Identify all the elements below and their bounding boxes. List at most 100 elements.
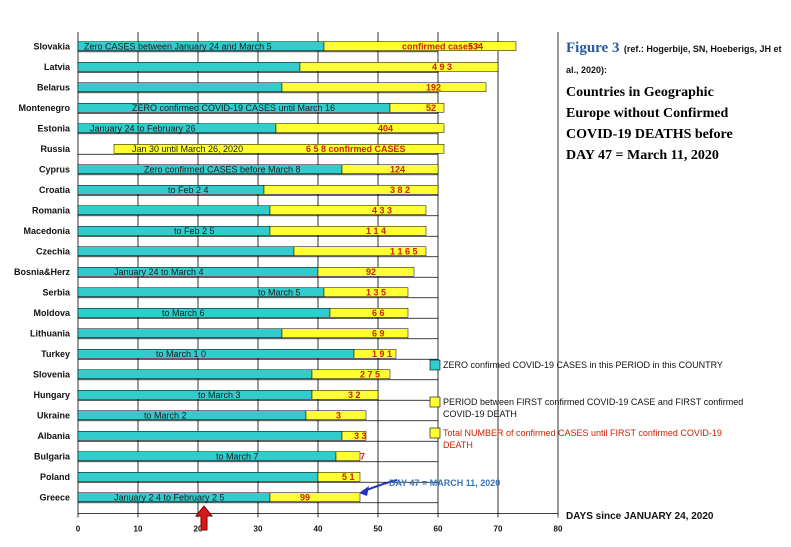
bar-period-22 — [269, 492, 361, 502]
annotation-7: January 24 to March 4 — [114, 267, 204, 277]
x-tick-label-30: 30 — [254, 525, 263, 534]
bar-period-5 — [113, 144, 445, 154]
category-label-3: Montenegro — [19, 103, 71, 113]
reference-line-day47: DAY 47 = MARCH 11, 2020 — [359, 478, 500, 496]
bar-period-8 — [269, 205, 427, 215]
bars — [77, 41, 517, 502]
bar-zero-15 — [77, 349, 355, 359]
category-label-12: Serbia — [42, 287, 71, 297]
category-label-10: Czechia — [36, 246, 71, 256]
bar-period-13 — [329, 308, 409, 318]
x-tick-label-40: 40 — [314, 525, 323, 534]
category-label-7: Croatia — [39, 185, 71, 195]
bar-zero-8 — [77, 205, 271, 215]
category-label-0: Slovakia — [33, 41, 71, 51]
figure-title-line-1: Countries in Geographic — [566, 85, 714, 100]
bar-labels: confirmed cases =534 4 9 3 192 52 404 6 5 8 c… — [84, 41, 483, 502]
category-label-22: Greece — [39, 492, 70, 502]
legend-swatch-period — [429, 396, 441, 408]
bar-period-4 — [275, 123, 445, 133]
cases-label-12: 92 — [366, 267, 376, 277]
annotation-9: to March 6 — [162, 308, 205, 318]
category-label-19: Albania — [37, 431, 71, 441]
x-tick-label-50: 50 — [374, 525, 383, 534]
reference-arrow-head — [359, 486, 369, 496]
bar-period-3 — [389, 103, 445, 113]
category-label-9: Macedonia — [23, 226, 71, 236]
x-tick-label-60: 60 — [434, 525, 443, 534]
day-marker-arrow — [194, 505, 214, 531]
bar-period-6 — [341, 164, 439, 174]
annotation-4: Zero confirmed CASES before March 8 — [144, 164, 301, 174]
cases-label-7: 124 — [390, 164, 405, 174]
category-label-17: Hungary — [33, 390, 70, 400]
cases-label-0: confirmed cases = — [402, 41, 481, 51]
bar-zero-20 — [77, 451, 337, 461]
legend-swatch-cases — [429, 427, 441, 439]
bar-zero-2 — [77, 82, 283, 92]
annotation-10: to March 1 0 — [156, 349, 206, 359]
x-tick-label-70: 70 — [494, 525, 503, 534]
annotation-13: to March 7 — [216, 451, 259, 461]
cases-label-13: 1 3 5 — [366, 287, 386, 297]
category-label-20: Bulgaria — [34, 451, 71, 461]
category-label-8: Romania — [32, 205, 71, 215]
category-label-14: Lithuania — [30, 328, 71, 338]
figure-ref-line: Figure 3 (ref.: Hogerbije, SN, Hoeberigs… — [566, 38, 786, 80]
cases-label-15: 6 9 — [372, 328, 385, 338]
annotation-14: January 2 4 to February 2 5 — [114, 492, 225, 502]
category-label-6: Cyprus — [39, 164, 70, 174]
cases-label-14: 6 6 — [372, 308, 385, 318]
legend-swatch-zero — [429, 359, 441, 371]
bar-period-21 — [317, 472, 361, 482]
annotation-5: to Feb 2 4 — [168, 185, 209, 195]
x-tick-label-10: 10 — [134, 525, 143, 534]
annotation-6: to Feb 2 5 — [174, 226, 215, 236]
bar-period-20 — [335, 451, 361, 461]
cases-label-6: 6 5 8 confirmed CASES — [306, 144, 406, 154]
x-tick-label-80: 80 — [554, 525, 563, 534]
cases-label-11: 1 1 6 5 — [390, 246, 418, 256]
figure-title-line-3: COVID-19 DEATHS before — [566, 127, 733, 142]
category-label-13: Moldova — [33, 308, 70, 318]
bar-period-12 — [323, 287, 409, 297]
legend-label-zero: ZERO confirmed COVID-19 CASES in this PE… — [443, 360, 723, 370]
x-tick-label-20: 20 — [194, 525, 203, 534]
legend-label-period: PERIOD between FIRST confirmed COVID-19 … — [443, 397, 743, 419]
category-label-5: Russia — [40, 144, 71, 154]
cases-label-3: 192 — [426, 82, 441, 92]
cases-label-17: 2 7 5 — [360, 369, 380, 379]
figure-ref: (ref.: Hogerbije, SN, Hoeberigs, JH et a… — [566, 44, 782, 75]
bar-zero-19 — [77, 431, 343, 441]
figure-caption: Figure 3 (ref.: Hogerbije, SN, Hoeberigs… — [566, 38, 786, 166]
figure-title-line-4: DAY 47 = March 11, 2020 — [566, 148, 719, 163]
bar-period-14 — [281, 328, 409, 338]
x-axis-label: DAYS since JANUARY 24, 2020 — [566, 511, 714, 522]
cases-label-18: 3 2 — [348, 390, 361, 400]
bar-period-7 — [263, 185, 439, 195]
bar-period-19 — [341, 431, 367, 441]
cases-label-19: 3 — [336, 410, 341, 420]
annotation-12: to March 2 — [144, 410, 187, 420]
bar-zero-10 — [77, 246, 295, 256]
cases-label-10: 1 1 4 — [366, 226, 386, 236]
cases-label-21: 7 — [360, 451, 365, 461]
figure-label: Figure 3 — [566, 40, 620, 56]
annotation-11: to March 3 — [198, 390, 241, 400]
bar-period-0 — [323, 41, 517, 51]
bar-period-11 — [317, 267, 415, 277]
figure-title: Countries in Geographic Europe without C… — [566, 82, 786, 166]
category-labels: Slovakia Latvia Belarus Montenegro Estonia Ru… — [14, 41, 71, 502]
cases-label-22: 5 1 — [342, 472, 355, 482]
bar-period-17 — [311, 390, 379, 400]
cases-label-23: 99 — [300, 492, 310, 502]
bar-zero-14 — [77, 328, 283, 338]
cases-label-4: 52 — [426, 103, 436, 113]
bar-zero-16 — [77, 369, 313, 379]
annotation-8: to March 5 — [258, 287, 301, 297]
bar-zero-1 — [77, 62, 301, 72]
bar-zero-18 — [77, 410, 307, 420]
x-axis: 0 10 20 30 40 50 60 70 80 — [76, 513, 563, 534]
